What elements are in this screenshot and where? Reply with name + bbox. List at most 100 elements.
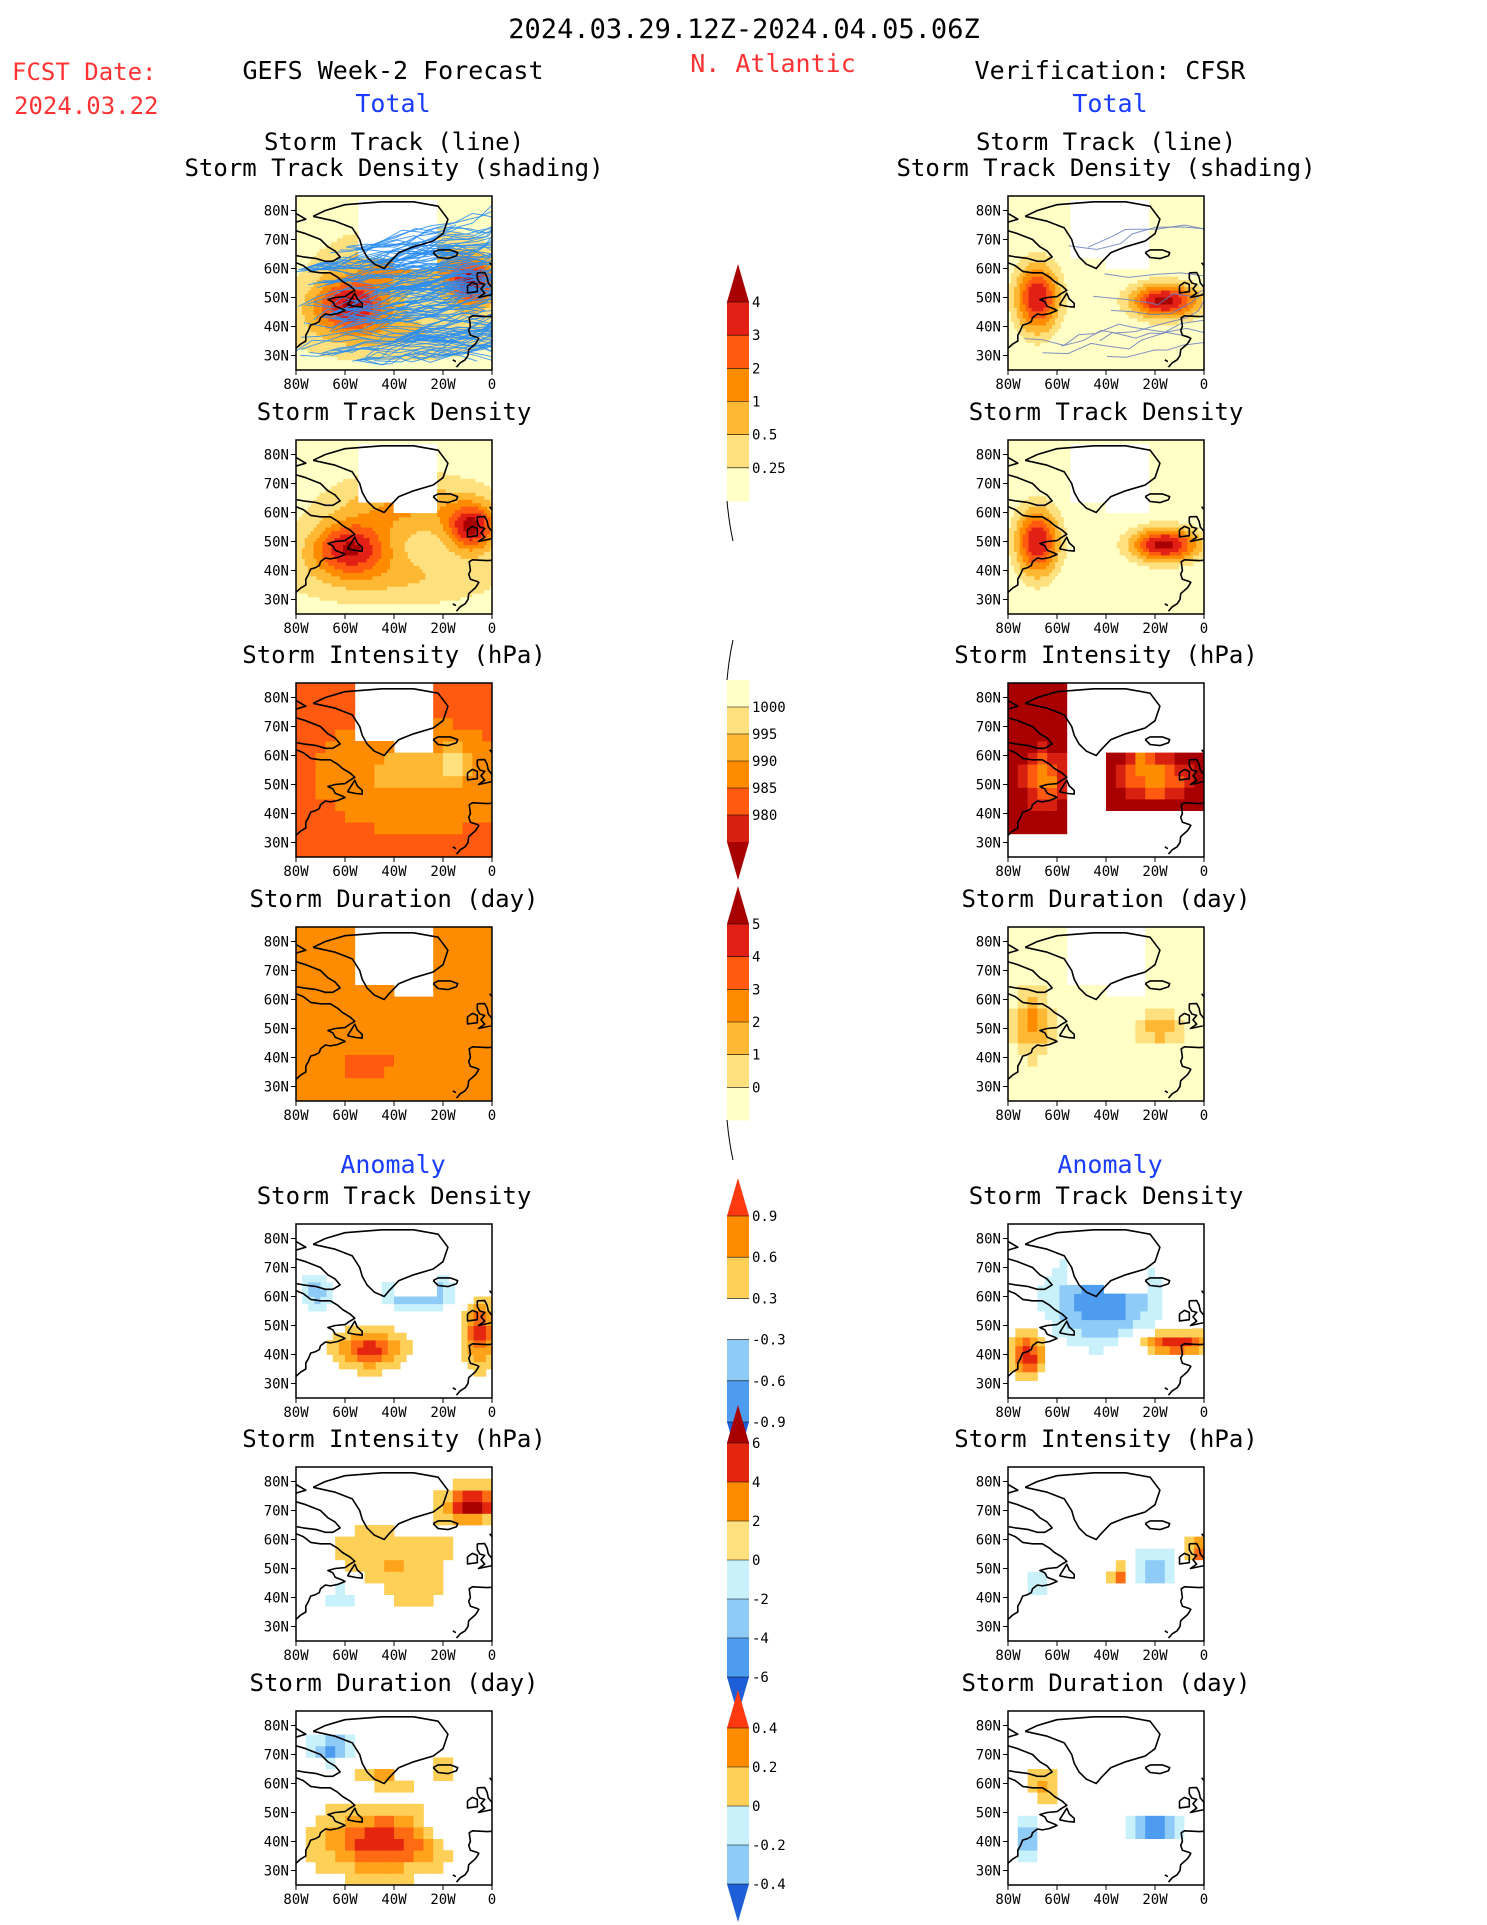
field-cell xyxy=(366,572,371,577)
field-cell xyxy=(387,600,391,605)
field-cell xyxy=(490,213,492,218)
field-cell xyxy=(401,296,406,301)
field-cell xyxy=(351,464,356,469)
field-cell xyxy=(322,248,326,253)
field-cell xyxy=(307,464,312,469)
field-cell xyxy=(319,345,324,350)
field-cell xyxy=(360,307,365,312)
field-cell xyxy=(319,572,324,577)
field-cell xyxy=(481,216,485,221)
field-cell xyxy=(440,272,444,277)
field-cell xyxy=(448,216,453,221)
field-cell xyxy=(398,568,403,573)
field-cell xyxy=(340,460,344,465)
field-cell xyxy=(369,440,374,445)
field-cell xyxy=(398,600,403,605)
field-cell xyxy=(331,269,335,274)
field-cell xyxy=(298,467,303,472)
field-cell xyxy=(310,262,315,267)
field-cell xyxy=(351,289,356,295)
field-cell xyxy=(348,269,353,274)
storm-track-line xyxy=(394,224,492,262)
field-cell xyxy=(348,568,353,573)
field-cell xyxy=(322,440,326,445)
field-cell xyxy=(313,516,318,521)
field-cell xyxy=(381,589,385,594)
field-cell xyxy=(316,568,321,573)
field-cell xyxy=(316,586,321,591)
field-cell xyxy=(375,196,379,201)
field-cell xyxy=(310,554,315,559)
field-cell xyxy=(416,324,421,329)
field-cell xyxy=(472,251,476,256)
field-cell xyxy=(348,196,353,201)
field-cell xyxy=(487,307,491,312)
field-cell xyxy=(419,352,424,357)
field-cell xyxy=(331,554,335,559)
field-cell xyxy=(316,356,321,361)
field-cell xyxy=(304,464,309,469)
field-cell xyxy=(378,579,382,584)
field-cell xyxy=(337,593,341,598)
field-cell xyxy=(298,547,303,552)
field-cell xyxy=(454,276,459,281)
field-cell xyxy=(398,269,403,274)
field-cell xyxy=(351,478,356,483)
field-cell xyxy=(416,366,421,370)
field-cell xyxy=(363,596,368,601)
field-cell xyxy=(469,359,473,364)
field-cell xyxy=(325,572,329,577)
field-cell xyxy=(301,561,306,566)
field-cell xyxy=(472,234,476,239)
field-cell xyxy=(398,610,403,614)
field-cell xyxy=(378,572,382,577)
field-cell xyxy=(369,310,374,315)
field-cell xyxy=(301,209,306,214)
field-cell xyxy=(425,363,429,368)
field-cell xyxy=(369,300,374,305)
field-cell xyxy=(425,600,429,605)
field-cell xyxy=(354,572,359,577)
field-cell xyxy=(434,513,438,518)
field-cell xyxy=(304,603,309,608)
field-cell xyxy=(448,209,453,214)
field-cell xyxy=(372,502,376,507)
field-cell xyxy=(354,366,359,370)
field-cell xyxy=(298,527,303,532)
field-cell xyxy=(343,303,347,308)
field-cell xyxy=(340,572,344,577)
field-cell xyxy=(325,289,329,295)
field-cell xyxy=(325,209,329,214)
field-cell xyxy=(322,196,326,201)
field-cell xyxy=(387,520,391,525)
field-cell xyxy=(334,530,338,535)
field-cell xyxy=(310,572,315,577)
field-cell xyxy=(325,586,329,591)
field-cell xyxy=(348,213,353,218)
field-cell xyxy=(401,363,406,368)
field-cell xyxy=(360,568,365,573)
field-cell xyxy=(398,561,403,566)
field-cell xyxy=(422,196,426,201)
field-cell xyxy=(316,331,321,336)
field-cell xyxy=(319,283,324,288)
field-cell xyxy=(366,596,371,601)
field-cell xyxy=(325,342,329,347)
field-cell xyxy=(296,223,300,228)
field-cell xyxy=(304,572,309,577)
field-cell xyxy=(393,328,397,333)
field-cell xyxy=(301,610,306,614)
field-cell xyxy=(337,450,341,455)
field-cell xyxy=(398,363,403,368)
field-cell xyxy=(340,356,344,361)
field-cell xyxy=(328,596,332,601)
y-tick-label: 30N xyxy=(264,349,289,365)
field-cell xyxy=(357,262,362,267)
field-cell xyxy=(372,610,376,614)
field-cell xyxy=(316,544,321,549)
field-cell xyxy=(393,513,397,518)
field-cell xyxy=(331,474,335,479)
field-cell xyxy=(325,593,329,598)
field-cell xyxy=(357,502,362,507)
field-cell xyxy=(381,558,385,563)
